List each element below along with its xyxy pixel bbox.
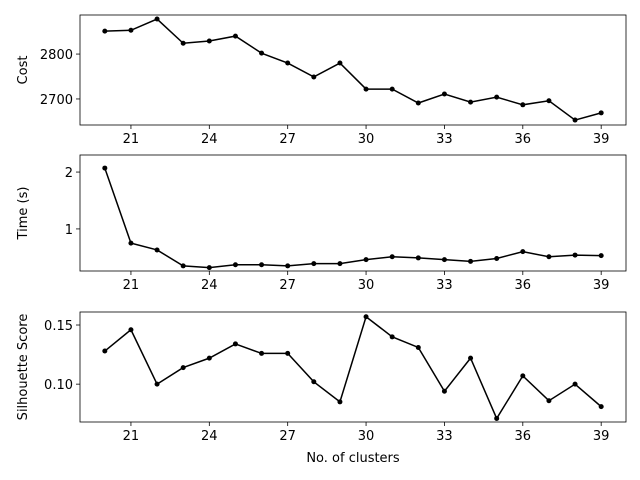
- data-point: [363, 86, 369, 92]
- data-point: [546, 398, 552, 404]
- data-point: [389, 334, 395, 340]
- y-tick-label: 2: [65, 166, 73, 181]
- x-tick-label: 33: [436, 278, 453, 293]
- x-tick-label: 27: [279, 132, 296, 147]
- data-point: [389, 86, 395, 92]
- data-point: [154, 247, 160, 253]
- y-axis-label: Cost: [16, 56, 31, 85]
- plot-frame: [79, 311, 627, 423]
- x-tick-label: 24: [201, 132, 218, 147]
- x-tick-label: 36: [515, 132, 532, 147]
- data-point: [154, 381, 160, 387]
- data-point: [259, 50, 265, 56]
- data-point: [572, 381, 578, 387]
- x-tick-label: 27: [279, 429, 296, 444]
- data-point: [520, 102, 526, 108]
- data-point: [415, 344, 421, 350]
- data-point: [337, 399, 343, 405]
- data-point: [259, 262, 265, 268]
- data-point: [180, 365, 186, 371]
- data-line: [104, 18, 602, 121]
- data-point: [441, 91, 447, 97]
- data-point: [180, 40, 186, 46]
- data-point: [546, 254, 552, 260]
- data-point: [389, 254, 395, 260]
- data-point: [311, 74, 317, 80]
- data-point: [441, 388, 447, 394]
- x-tick-label: 27: [279, 278, 296, 293]
- data-point: [572, 117, 578, 123]
- data-point: [468, 355, 474, 361]
- x-tick-label: 21: [123, 132, 140, 147]
- y-tick-label: 0.15: [44, 319, 73, 334]
- x-tick-label: 21: [123, 278, 140, 293]
- x-tick-label: 30: [358, 132, 375, 147]
- data-point: [102, 28, 108, 34]
- data-line: [104, 167, 602, 269]
- data-point: [206, 38, 212, 44]
- data-point: [520, 373, 526, 379]
- x-tick-label: 39: [593, 429, 610, 444]
- data-point: [415, 255, 421, 261]
- data-point: [546, 98, 552, 104]
- data-point: [468, 99, 474, 105]
- data-point: [337, 261, 343, 267]
- data-point: [128, 327, 134, 333]
- data-point: [598, 110, 604, 116]
- data-point: [128, 240, 134, 246]
- data-point: [154, 16, 160, 22]
- data-point: [285, 263, 291, 269]
- y-tick-label: 1: [65, 223, 73, 238]
- y-tick-label: 0.10: [44, 378, 73, 393]
- y-axis-label: Time (s): [16, 187, 31, 241]
- data-point: [494, 415, 500, 421]
- data-point: [520, 249, 526, 255]
- y-tick-label: 2800: [40, 48, 73, 63]
- data-point: [285, 350, 291, 356]
- x-axis-label: No. of clusters: [306, 451, 400, 466]
- data-point: [363, 257, 369, 263]
- plot-frame: [79, 14, 627, 126]
- data-point: [180, 263, 186, 269]
- x-tick-label: 33: [436, 429, 453, 444]
- y-axis-label: Silhouette Score: [16, 314, 31, 421]
- data-point: [232, 341, 238, 347]
- x-tick-label: 30: [358, 278, 375, 293]
- plot-frame: [79, 154, 627, 272]
- data-point: [232, 33, 238, 39]
- data-line: [104, 315, 602, 421]
- data-point: [494, 94, 500, 100]
- data-point: [572, 252, 578, 258]
- data-point: [598, 404, 604, 410]
- data-point: [494, 255, 500, 261]
- data-point: [128, 27, 134, 33]
- data-point: [598, 253, 604, 259]
- data-point: [363, 314, 369, 320]
- x-tick-label: 39: [593, 132, 610, 147]
- x-tick-label: 39: [593, 278, 610, 293]
- x-tick-label: 24: [201, 429, 218, 444]
- y-tick-label: 2700: [40, 93, 73, 108]
- data-point: [311, 379, 317, 385]
- data-point: [468, 258, 474, 264]
- x-tick-label: 24: [201, 278, 218, 293]
- data-point: [415, 100, 421, 106]
- x-tick-label: 33: [436, 132, 453, 147]
- x-tick-label: 36: [515, 278, 532, 293]
- data-point: [441, 257, 447, 263]
- data-point: [102, 348, 108, 354]
- data-point: [206, 265, 212, 271]
- data-point: [206, 355, 212, 361]
- data-point: [259, 350, 265, 356]
- x-tick-label: 21: [123, 429, 140, 444]
- data-point: [102, 165, 108, 171]
- x-tick-label: 30: [358, 429, 375, 444]
- data-point: [285, 60, 291, 66]
- data-point: [311, 261, 317, 267]
- x-tick-label: 36: [515, 429, 532, 444]
- data-point: [232, 262, 238, 268]
- data-point: [337, 60, 343, 66]
